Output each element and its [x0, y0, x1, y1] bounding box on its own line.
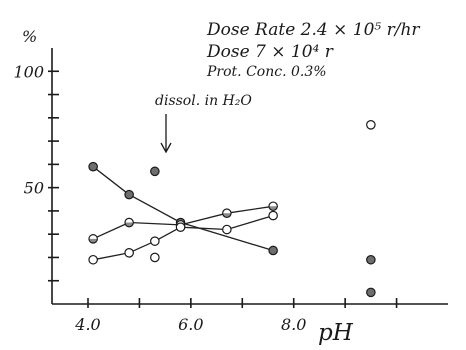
data-point-outline: [124, 217, 134, 228]
data-point-open: [124, 248, 134, 258]
annotation-protein-concentration: Prot. Conc. 0.3%: [206, 64, 327, 80]
data-point-outline: [88, 234, 98, 244]
series-line-open: [92, 214, 274, 261]
data-point-open: [366, 120, 376, 130]
data-point-open: [222, 224, 232, 235]
axes: [51, 48, 448, 305]
data-point-outline: [268, 201, 278, 212]
data-point-half-filled: [222, 208, 232, 219]
x-axis-label: pH: [318, 320, 354, 346]
x-tick-label: 8.0: [281, 315, 306, 334]
series-lines: [92, 166, 274, 261]
tick-marks: [48, 70, 398, 308]
data-point-filled: [366, 254, 376, 265]
series-line-filled: [92, 166, 274, 252]
annotation-dissolved-in-water: dissol. in H₂O: [155, 93, 252, 109]
data-point-open: [175, 222, 186, 232]
data-point-open: [268, 210, 278, 221]
y-tick-label: 50: [24, 179, 44, 198]
annotation-dose: Dose 7 × 10⁴ r: [206, 42, 334, 62]
y-tick-label: 100: [13, 62, 44, 81]
data-point-open: [150, 252, 160, 263]
tick-labels: 50 100 4.0 6.0 8.0: [13, 62, 306, 334]
annotation-arrow: [160, 114, 172, 154]
x-tick-label: 6.0: [178, 315, 203, 334]
y-axis-label: %: [22, 27, 37, 46]
data-point-filled: [150, 166, 160, 177]
annotation-dose-rate: Dose Rate 2.4 × 10⁵ r/hr: [206, 20, 420, 40]
data-point-half-filled: [268, 201, 278, 212]
data-point-outline: [222, 208, 232, 219]
data-point-open: [150, 236, 160, 246]
data-point-filled: [268, 245, 278, 256]
data-point-filled: [124, 189, 134, 200]
data-point-filled: [88, 161, 98, 172]
data-point-open: [88, 254, 98, 265]
data-point-filled: [366, 287, 376, 298]
data-point-half-filled: [124, 217, 134, 228]
data-points: [88, 120, 376, 298]
x-tick-label: 4.0: [74, 315, 100, 334]
data-point-half-filled: [88, 234, 98, 244]
